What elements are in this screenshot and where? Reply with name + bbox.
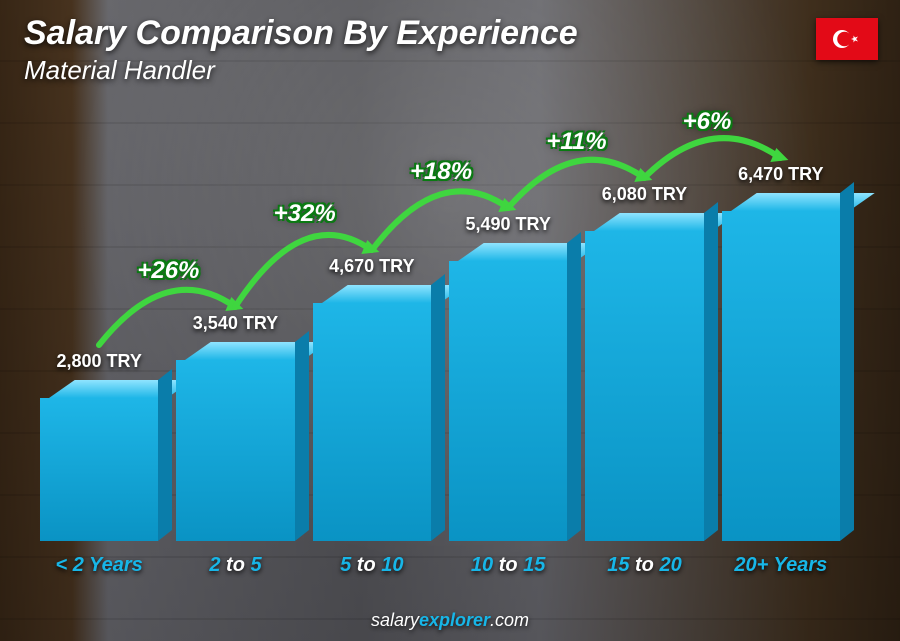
header: Salary Comparison By Experience Material… [24, 14, 578, 86]
x-axis-labels: < 2 Years 2 to 5 5 to 10 10 to 15 15 to 20 20… [40, 554, 840, 577]
bar-front-face [585, 231, 703, 541]
bar-front-face [176, 360, 294, 541]
bar [40, 380, 158, 541]
bar-slot: 3,540 TRY [176, 313, 294, 541]
x-axis-label: 5 to 10 [313, 554, 431, 577]
bar [176, 342, 294, 541]
bar-slot: 6,470 TRY [722, 164, 840, 541]
bar-front-face [313, 303, 431, 541]
pct-increase-label: +6% [683, 108, 732, 136]
chart-subtitle: Material Handler [24, 55, 578, 86]
x-axis-label: 10 to 15 [449, 554, 567, 577]
x-axis-label: 2 to 5 [176, 554, 294, 577]
bar-side-face [295, 331, 309, 541]
bar-front-face [449, 261, 567, 541]
country-flag-turkey [816, 18, 878, 60]
bar [585, 213, 703, 541]
bar-slot: 2,800 TRY [40, 351, 158, 541]
x-axis-label: 20+ Years [722, 554, 840, 577]
pct-increase-label: +11% [546, 128, 606, 156]
footer-attribution: salaryexplorer.com [0, 610, 900, 631]
bar-value-label: 2,800 TRY [56, 351, 141, 372]
bar [449, 243, 567, 541]
bar-side-face [840, 182, 854, 541]
bar-front-face [40, 398, 158, 541]
flag-icon [827, 25, 867, 53]
bar-side-face [567, 232, 581, 541]
pct-increase-label: +26% [137, 257, 199, 285]
bar-front-face [722, 211, 840, 541]
footer-prefix: salary [371, 610, 419, 630]
bar-slot: 5,490 TRY [449, 214, 567, 541]
bar [722, 193, 840, 541]
bar-slot: 6,080 TRY [585, 184, 703, 541]
pct-increase-label: +32% [274, 200, 336, 228]
bar-slot: 4,670 TRY [313, 256, 431, 541]
x-axis-label: < 2 Years [40, 554, 158, 577]
bar-value-label: 5,490 TRY [465, 214, 550, 235]
bar-side-face [158, 369, 172, 541]
bar-chart: 2,800 TRY 3,540 TRY 4,670 TRY 5,490 TRY 6,08… [40, 120, 840, 571]
bar [313, 285, 431, 541]
bar-value-label: 3,540 TRY [193, 313, 278, 334]
bar-value-label: 6,470 TRY [738, 164, 823, 185]
chart-title: Salary Comparison By Experience [24, 14, 578, 53]
bar-value-label: 6,080 TRY [602, 184, 687, 205]
footer-suffix: .com [490, 610, 529, 630]
bar-value-label: 4,670 TRY [329, 256, 414, 277]
pct-increase-label: +18% [410, 158, 472, 186]
footer-domain: explorer [419, 610, 490, 630]
bar-side-face [704, 202, 718, 541]
x-axis-label: 15 to 20 [585, 554, 703, 577]
bar-side-face [431, 274, 445, 541]
